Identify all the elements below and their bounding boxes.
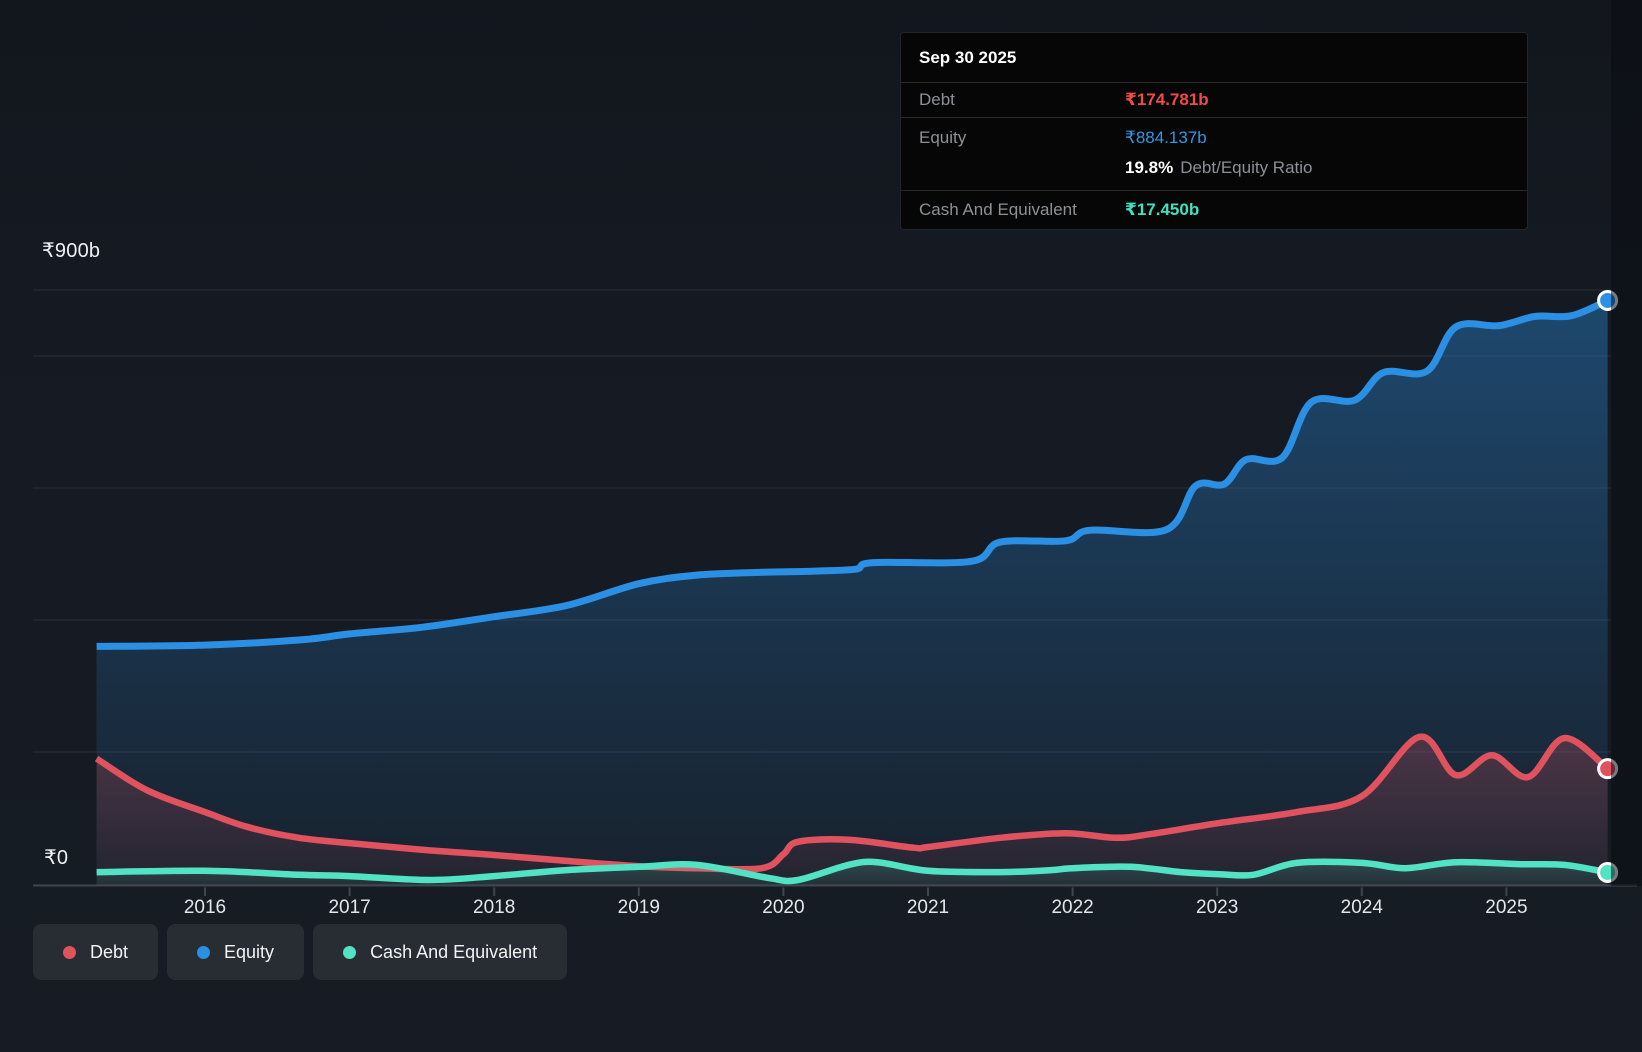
debt-legend-dot-icon [63,945,76,959]
tooltip-row-debt: Debt ₹174.781b [901,82,1527,117]
x-axis-label: 2017 [328,897,371,918]
tooltip-row-equity: Equity ₹884.137b 19.8% Debt/Equity Ratio [901,117,1527,190]
legend-equity-label: Equity [224,941,275,962]
tooltip-cash-label: Cash And Equivalent [919,200,1077,219]
x-axis-label: 2016 [183,897,227,918]
x-axis-label: 2023 [1196,897,1239,918]
legend-item-debt[interactable]: Debt [33,924,159,980]
x-axis-label: 2018 [473,897,516,918]
legend-cash-label: Cash And Equivalent [370,941,538,962]
x-axis-label: 2019 [617,897,660,918]
tooltip-equity-value: ₹884.137b [1125,128,1207,147]
tooltip-ratio-percent: 19.8% [1125,158,1174,177]
equity-legend-dot-icon [197,945,211,959]
x-axis-label: 2021 [906,897,950,918]
x-axis-label: 2022 [1051,897,1094,918]
legend-item-cash[interactable]: Cash And Equivalent [313,924,568,980]
tooltip-row-cash: Cash And Equivalent ₹17.450b [901,190,1527,229]
chart-tooltip: Sep 30 2025 Debt ₹174.781b Equity ₹884.1… [900,32,1528,230]
tooltip-ratio-row: 19.8% Debt/Equity Ratio [919,155,1509,181]
cash-legend-dot-icon [343,945,357,959]
legend-item-equity[interactable]: Equity [167,924,305,980]
tooltip-debt-label: Debt [919,90,955,109]
future-shade [1611,0,1642,886]
chart-legend: Debt Equity Cash And Equivalent [33,924,568,980]
tooltip-date: Sep 30 2025 [919,47,1017,67]
tooltip-cash-value: ₹17.450b [1125,200,1200,219]
x-axis-label: 2025 [1485,897,1528,918]
y-axis-label-zero: ₹0 [44,847,69,869]
x-axis-labels: 2016 2017 2018 2019 2020 2021 2022 2023 2024 2025 [0,897,1642,927]
x-axis-label: 2024 [1340,897,1383,918]
y-axis-label-top: ₹900b [42,240,101,262]
legend-debt-label: Debt [90,941,129,962]
tooltip-debt-value: ₹174.781b [1125,90,1209,109]
x-axis-label: 2020 [762,897,805,918]
tooltip-equity-label: Equity [919,128,967,147]
tooltip-ratio-label: Debt/Equity Ratio [1180,158,1313,177]
